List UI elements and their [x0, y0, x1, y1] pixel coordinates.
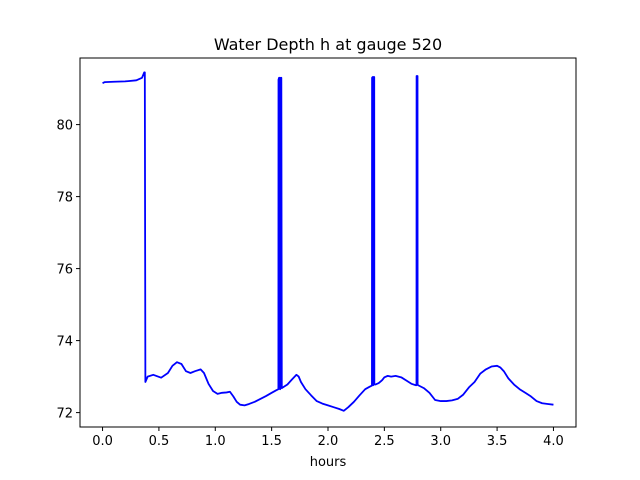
x-axis-label: hours — [310, 455, 347, 470]
y-tick-label: 72 — [56, 407, 73, 422]
x-tick-label: 0.5 — [149, 434, 170, 449]
y-tick-label: 80 — [56, 119, 73, 134]
series-line-0 — [102, 71, 554, 412]
x-tick-label: 2.0 — [318, 434, 339, 449]
y-tick-label: 78 — [56, 191, 73, 206]
x-tick-label: 3.0 — [430, 434, 451, 449]
x-tick-label: 1.5 — [261, 434, 282, 449]
x-tick-label: 2.5 — [374, 434, 395, 449]
y-axis-ticks: 72 74 76 78 80 — [56, 119, 80, 422]
y-tick-label: 74 — [56, 335, 73, 350]
x-tick-label: 3.5 — [487, 434, 508, 449]
y-tick-label: 76 — [56, 263, 73, 278]
chart-title: Water Depth h at gauge 520 — [214, 35, 442, 54]
series-layer — [102, 71, 554, 412]
x-tick-label: 4.0 — [543, 434, 564, 449]
x-axis-ticks: 0.0 0.5 1.0 1.5 2.0 2.5 3.0 3.5 4.0 — [92, 427, 564, 449]
x-tick-label: 0.0 — [92, 434, 113, 449]
x-tick-label: 1.0 — [205, 434, 226, 449]
